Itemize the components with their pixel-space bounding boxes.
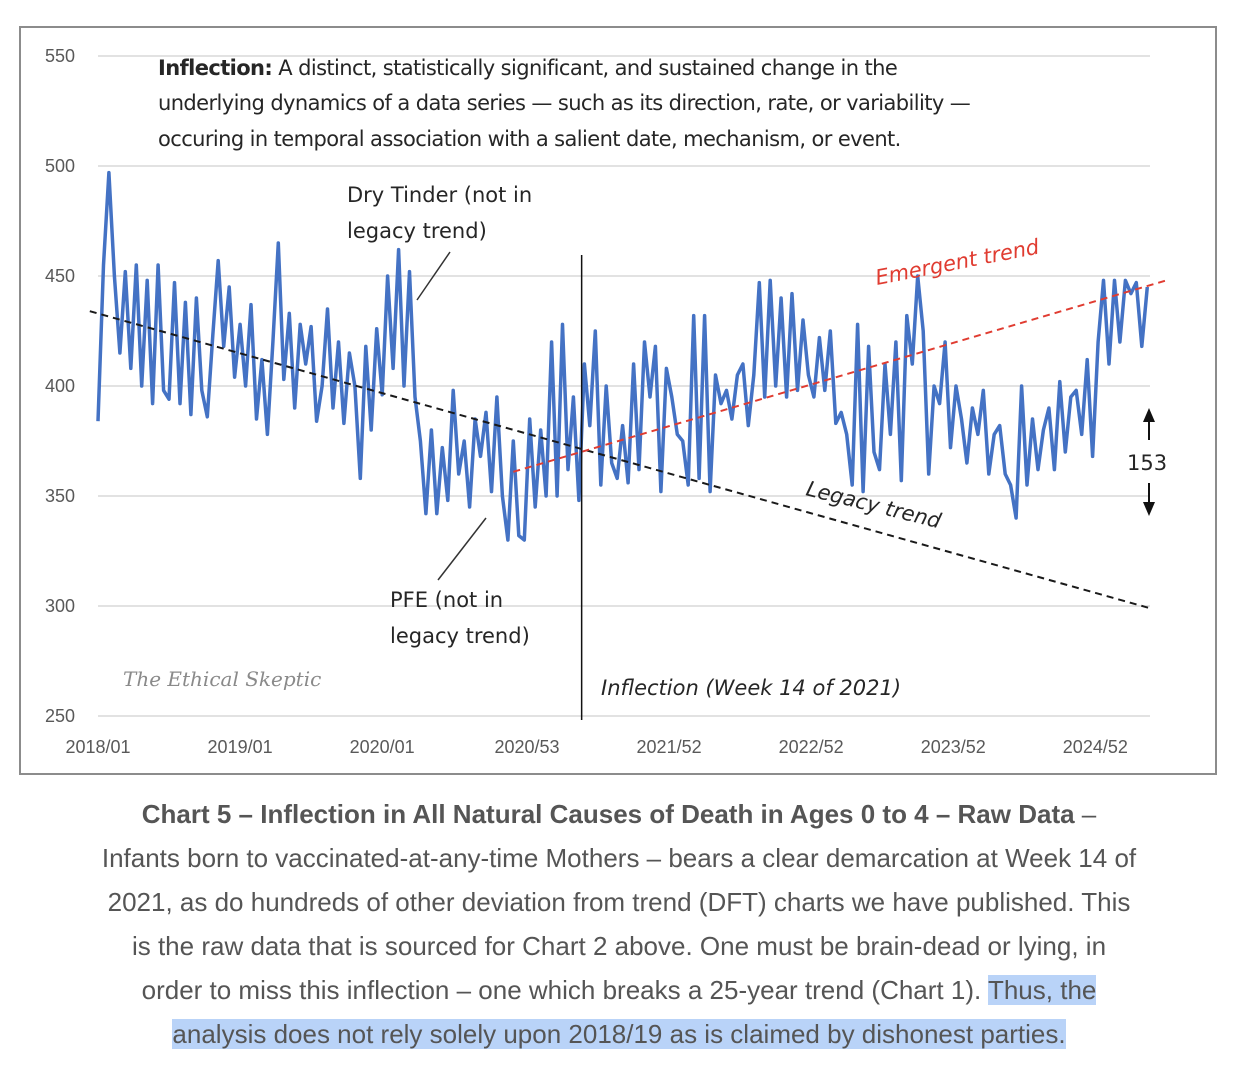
dry-tinder-label-1: Dry Tinder (not in (347, 183, 532, 207)
pfe-label-1: PFE (not in (390, 588, 503, 612)
figure-caption: Chart 5 – Inflection in All Natural Caus… (0, 792, 1238, 1056)
dry-tinder-pointer (416, 251, 451, 301)
chart-frame (19, 26, 1217, 775)
chart: 250 300 350 400 450 500 550 2018/01 2019/01 2020… (45, 46, 1167, 757)
series-line (96, 170, 1150, 542)
caption-line-2: Infants born to vaccinated-at-any-time M… (101, 843, 1137, 873)
x-tick-label: 2019/01 (208, 737, 273, 757)
y-tick-label: 450 (45, 266, 75, 286)
caption-line-5: order to miss this inflection – one whic… (141, 975, 1097, 1005)
y-tick-label: 500 (45, 156, 75, 176)
definition-line-1: Inflection: A distinct, statistically si… (158, 56, 897, 80)
caption-title: Chart 5 – Inflection in All Natural Caus… (141, 799, 1075, 829)
y-tick-label: 400 (45, 376, 75, 396)
pfe-pointer (437, 517, 487, 581)
arrow-up-icon (1143, 408, 1155, 422)
selected-text[interactable]: Thus, the (987, 975, 1097, 1005)
arrow-down-icon (1143, 502, 1155, 516)
emergent-trend-line (513, 279, 1167, 473)
x-tick-label: 2021/52 (637, 737, 702, 757)
watermark: The Ethical Skeptic (123, 667, 321, 691)
gap-value: 153 (1127, 451, 1167, 475)
inflection-label: Inflection (Week 14 of 2021) (601, 676, 901, 700)
definition-term: Inflection: (158, 56, 272, 80)
definition-line-2: underlying dynamics of a data series — s… (158, 91, 970, 115)
y-tick-label: 250 (45, 706, 75, 726)
y-tick-label: 550 (45, 46, 75, 66)
legacy-trend-label: Legacy trend (804, 477, 944, 534)
x-tick-label: 2024/52 (1063, 737, 1128, 757)
pfe-label-2: legacy trend) (390, 624, 530, 648)
x-tick-label: 2023/52 (921, 737, 986, 757)
caption-line-1: Chart 5 – Inflection in All Natural Caus… (141, 799, 1097, 829)
emergent-trend-label: Emergent trend (873, 235, 1041, 290)
caption-line-6: analysis does not rely solely upon 2018/… (0, 1012, 1238, 1056)
dry-tinder-label-2: legacy trend) (347, 219, 487, 243)
caption-line-4: is the raw data that is sourced for Char… (131, 931, 1107, 961)
gap-arrow (1143, 408, 1155, 516)
caption-line-3: 2021, as do hundreds of other deviation … (107, 887, 1131, 917)
x-tick-label: 2020/53 (494, 737, 559, 757)
y-tick-label: 350 (45, 486, 75, 506)
x-tick-label: 2018/01 (65, 737, 130, 757)
x-tick-label: 2022/52 (779, 737, 844, 757)
definition-line-3: occuring in temporal association with a … (158, 127, 901, 151)
selected-text[interactable]: analysis does not rely solely upon 2018/… (172, 1019, 1066, 1049)
legacy-trend-line (89, 310, 1151, 610)
y-tick-label: 300 (45, 596, 75, 616)
x-tick-label: 2020/01 (350, 737, 415, 757)
